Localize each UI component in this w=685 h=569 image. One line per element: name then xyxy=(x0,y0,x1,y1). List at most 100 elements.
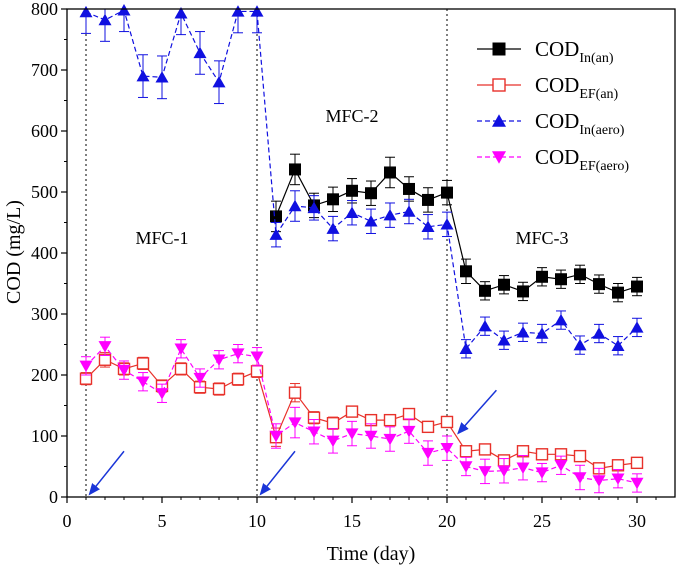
data-point xyxy=(612,286,624,299)
legend-entry: CODIn(an) xyxy=(477,37,614,66)
data-point xyxy=(98,341,112,353)
y-tick-label: 500 xyxy=(31,182,58,202)
data-point xyxy=(327,193,339,206)
data-point xyxy=(440,415,454,429)
data-point xyxy=(478,466,492,478)
data-point xyxy=(536,270,548,283)
data-point xyxy=(326,435,340,448)
phase-label: MFC-3 xyxy=(515,228,568,248)
data-point xyxy=(384,166,396,179)
legend-entry: CODIn(aero) xyxy=(477,109,625,138)
plot-area: MFC-1 MFC-2 MFC-3 xyxy=(79,3,644,497)
data-point xyxy=(611,339,625,351)
x-axis-label: Time (day) xyxy=(327,543,416,565)
data-point xyxy=(345,428,359,440)
data-point xyxy=(212,382,226,396)
data-point xyxy=(212,75,226,88)
data-point xyxy=(136,376,150,388)
data-point xyxy=(517,285,529,298)
data-point xyxy=(345,405,359,418)
data-point xyxy=(459,461,473,473)
data-point xyxy=(383,413,397,427)
data-point xyxy=(573,449,587,463)
data-point xyxy=(573,338,587,351)
data-point xyxy=(497,334,511,346)
data-point xyxy=(516,462,530,474)
data-point xyxy=(326,416,340,430)
x-tick-label: 25 xyxy=(533,511,551,531)
data-point xyxy=(630,477,644,490)
data-point xyxy=(231,373,245,386)
data-point xyxy=(250,5,264,17)
y-tick-label: 0 xyxy=(49,487,58,507)
data-point xyxy=(326,222,340,234)
data-point xyxy=(250,351,264,363)
y-tick-label: 100 xyxy=(31,426,58,446)
legend-label: CODEF(aero) xyxy=(535,145,629,174)
y-tick-label: 600 xyxy=(31,121,58,141)
y-tick-label: 200 xyxy=(31,365,58,385)
series-line xyxy=(85,359,638,469)
data-point xyxy=(554,460,568,472)
data-point xyxy=(288,417,302,429)
arrow-annotation xyxy=(259,450,296,496)
data-point xyxy=(478,319,492,332)
data-point xyxy=(383,208,397,221)
phase-label: MFC-2 xyxy=(325,106,378,126)
data-point xyxy=(174,343,188,355)
data-point xyxy=(193,46,207,59)
series-in-an xyxy=(270,153,643,303)
legend-label: CODIn(aero) xyxy=(535,109,625,138)
data-point xyxy=(492,151,506,164)
data-point xyxy=(365,187,377,200)
data-point xyxy=(117,364,131,377)
data-point xyxy=(535,467,549,479)
data-point xyxy=(459,342,473,354)
data-point xyxy=(155,388,169,400)
data-point xyxy=(155,71,169,83)
data-point xyxy=(402,407,416,421)
data-point xyxy=(402,425,416,438)
data-point xyxy=(573,472,587,484)
data-point xyxy=(383,433,397,446)
legend-subscript: In(aero) xyxy=(579,123,624,138)
data-point xyxy=(554,313,568,326)
y-tick-label: 400 xyxy=(31,243,58,263)
arrow-annotation xyxy=(457,389,497,435)
legend-entry: CODEF(an) xyxy=(477,73,619,102)
x-tick-label: 10 xyxy=(248,511,266,531)
data-point xyxy=(535,448,549,461)
data-point xyxy=(364,430,378,443)
y-tick-label: 300 xyxy=(31,304,58,324)
data-point xyxy=(555,273,567,286)
data-point xyxy=(440,218,454,230)
data-point xyxy=(289,163,301,176)
legend-entry: CODEF(aero) xyxy=(477,145,629,174)
data-point xyxy=(492,114,506,127)
data-point xyxy=(422,193,434,206)
data-point xyxy=(288,386,302,399)
series-line xyxy=(85,9,638,351)
data-point xyxy=(421,420,435,434)
data-point xyxy=(136,69,150,82)
legend-label: CODEF(an) xyxy=(535,73,619,102)
legend-subscript: EF(an) xyxy=(579,87,618,102)
data-point xyxy=(98,13,112,26)
data-point xyxy=(307,201,321,214)
data-point xyxy=(174,362,188,376)
data-point xyxy=(516,326,530,338)
data-point xyxy=(611,473,625,485)
data-point xyxy=(421,220,435,232)
x-tick-label: 15 xyxy=(343,511,361,531)
data-point xyxy=(79,5,93,18)
data-point xyxy=(492,78,506,92)
legend-subscript: EF(aero) xyxy=(579,159,629,174)
x-tick-label: 30 xyxy=(628,511,646,531)
data-point xyxy=(535,327,549,339)
data-point xyxy=(441,186,453,199)
data-point xyxy=(403,182,415,195)
data-point xyxy=(459,445,473,458)
data-point xyxy=(479,284,491,297)
